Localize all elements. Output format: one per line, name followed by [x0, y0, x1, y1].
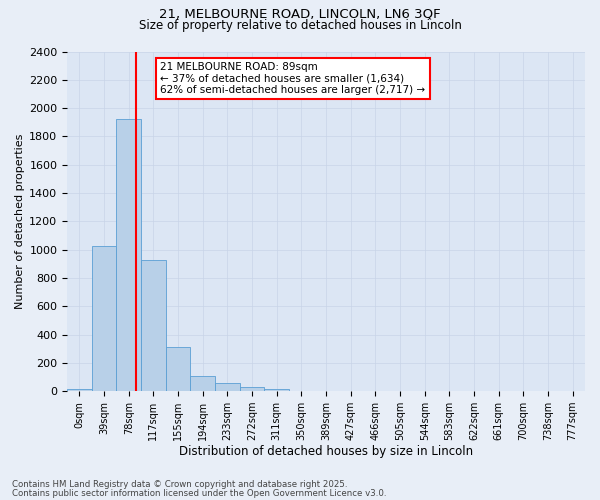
Text: 21 MELBOURNE ROAD: 89sqm
← 37% of detached houses are smaller (1,634)
62% of sem: 21 MELBOURNE ROAD: 89sqm ← 37% of detach…	[160, 62, 425, 95]
Bar	[67, 389, 92, 391]
Bar	[166, 347, 190, 391]
Bar	[116, 120, 141, 391]
Bar	[190, 376, 215, 391]
Bar	[92, 246, 116, 391]
Bar	[215, 384, 240, 391]
Text: Contains HM Land Registry data © Crown copyright and database right 2025.: Contains HM Land Registry data © Crown c…	[12, 480, 347, 489]
Bar	[265, 389, 289, 391]
X-axis label: Distribution of detached houses by size in Lincoln: Distribution of detached houses by size …	[179, 444, 473, 458]
Text: Contains public sector information licensed under the Open Government Licence v3: Contains public sector information licen…	[12, 489, 386, 498]
Y-axis label: Number of detached properties: Number of detached properties	[15, 134, 25, 309]
Text: 21, MELBOURNE ROAD, LINCOLN, LN6 3QF: 21, MELBOURNE ROAD, LINCOLN, LN6 3QF	[159, 8, 441, 20]
Text: Size of property relative to detached houses in Lincoln: Size of property relative to detached ho…	[139, 19, 461, 32]
Bar	[141, 260, 166, 391]
Bar	[240, 387, 265, 391]
